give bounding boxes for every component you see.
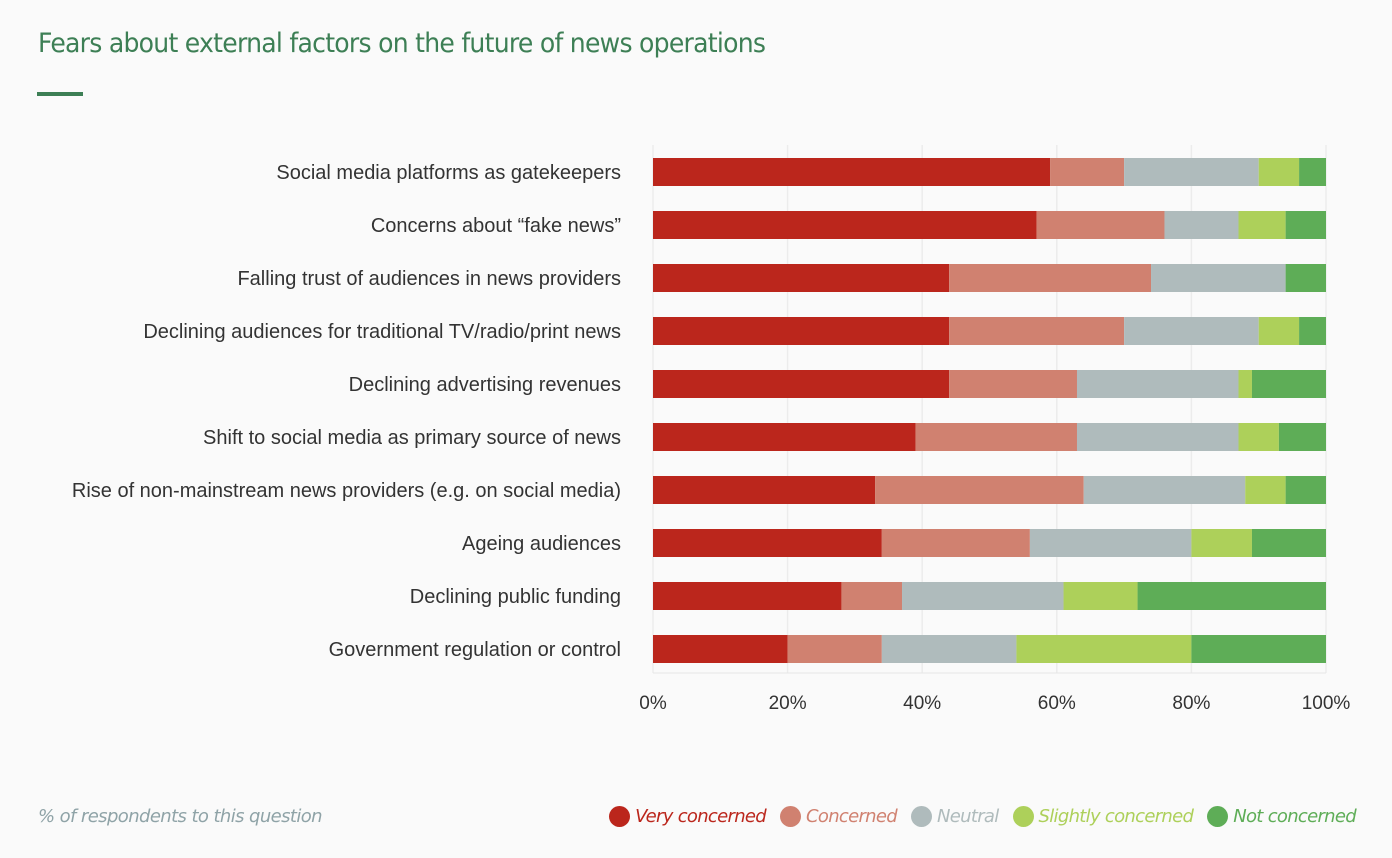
bar-segment-not-concerned [1285,211,1326,239]
bar-segment-very-concerned [653,476,876,504]
legend-swatch-icon [609,806,631,827]
legend-item[interactable]: Concerned [780,806,898,827]
category-label: Falling trust of audiences in news provi… [237,268,621,290]
bar-segment-slightly-concerned [1016,635,1192,663]
bar-segment-slightly-concerned [1063,582,1138,610]
bar-segment-very-concerned [653,423,916,451]
bar-segment-very-concerned [653,582,842,610]
legend-swatch-icon [780,806,802,827]
legend-label: Slightly concerned [1038,806,1194,827]
x-tick-label: 60% [1038,693,1076,714]
bar-segment-slightly-concerned [1191,529,1252,557]
bar-segment-not-concerned [1285,264,1326,292]
bar-segment-not-concerned [1285,476,1326,504]
bar-segment-slightly-concerned [1245,476,1286,504]
x-tick-label: 40% [903,693,941,714]
legend: Very concerned Concerned Neutral Slightly c… [595,806,1357,827]
bar-segment-very-concerned [653,529,882,557]
bar-segment-concerned [1036,211,1165,239]
bar-segment-slightly-concerned [1258,317,1300,345]
bar-segment-neutral [1076,370,1239,398]
bar-segment-neutral [1124,158,1259,186]
bar-segment-concerned [875,476,1084,504]
category-label: Declining advertising revenues [349,374,621,396]
bar-segment-concerned [949,370,1077,398]
x-tick-label: 100% [1302,693,1351,714]
bar-segment-concerned [949,317,1125,345]
bar-segment-not-concerned [1299,158,1326,186]
bar-segment-very-concerned [653,211,1037,239]
title-underline [37,92,83,96]
bar-segment-neutral [1029,529,1192,557]
bar-segment-concerned [915,423,1077,451]
bar-segment-neutral [881,635,1017,663]
bar-segment-neutral [902,582,1064,610]
legend-item[interactable]: Neutral [910,806,999,827]
legend-label: Concerned [806,806,898,827]
category-label: Government regulation or control [329,639,621,661]
footnote: % of respondents to this question [38,806,323,827]
bar-segment-slightly-concerned [1238,211,1286,239]
legend-label: Not concerned [1233,806,1356,827]
category-label: Declining audiences for traditional TV/r… [143,321,621,343]
bar-segment-neutral [1124,317,1259,345]
bars [653,158,1326,663]
chart-title: Fears about external factors on the futu… [38,28,766,59]
bar-segment-not-concerned [1278,423,1326,451]
category-label: Shift to social media as primary source … [203,427,621,449]
bar-segment-not-concerned [1299,317,1326,345]
legend-swatch-icon [1012,806,1034,827]
bar-segment-neutral [1083,476,1246,504]
x-tick-label: 20% [769,693,807,714]
legend-label: Very concerned [635,806,767,827]
legend-swatch-icon [1207,806,1229,827]
bar-segment-very-concerned [653,635,788,663]
bar-segment-neutral [1164,211,1239,239]
category-label: Concerns about “fake news” [371,215,621,237]
bar-segment-slightly-concerned [1238,423,1279,451]
bar-segment-neutral [1151,264,1286,292]
bar-segment-very-concerned [653,370,950,398]
bar-segment-very-concerned [653,264,950,292]
bar-segment-neutral [1076,423,1239,451]
bar-segment-very-concerned [653,158,1051,186]
bar-segment-concerned [787,635,882,663]
category-label: Social media platforms as gatekeepers [276,162,621,184]
bar-segment-concerned [881,529,1030,557]
bar-segment-very-concerned [653,317,950,345]
bar-segment-concerned [1050,158,1125,186]
bar-segment-concerned [841,582,903,610]
legend-item[interactable]: Not concerned [1207,806,1357,827]
x-tick-label: 0% [639,693,667,714]
category-label: Ageing audiences [462,533,621,555]
legend-label: Neutral [936,806,999,827]
bar-segment-not-concerned [1251,370,1326,398]
legend-item[interactable]: Slightly concerned [1012,806,1194,827]
category-labels: Social media platforms as gatekeepers Con… [72,162,621,661]
bar-segment-not-concerned [1191,635,1326,663]
bar-segment-slightly-concerned [1258,158,1300,186]
x-axis-ticks: 0% 20% 40% 60% 80% 100% [639,693,1350,714]
legend-item[interactable]: Very concerned [609,806,767,827]
bar-segment-not-concerned [1251,529,1326,557]
x-tick-label: 80% [1172,693,1210,714]
category-label: Declining public funding [410,586,621,608]
bar-segment-not-concerned [1137,582,1326,610]
bar-segment-slightly-concerned [1238,370,1252,398]
bar-segment-concerned [949,264,1152,292]
legend-swatch-icon [910,806,932,827]
stacked-bar-chart: Social media platforms as gatekeepers Con… [72,145,1350,714]
category-label: Rise of non-mainstream news providers (e… [72,480,621,502]
